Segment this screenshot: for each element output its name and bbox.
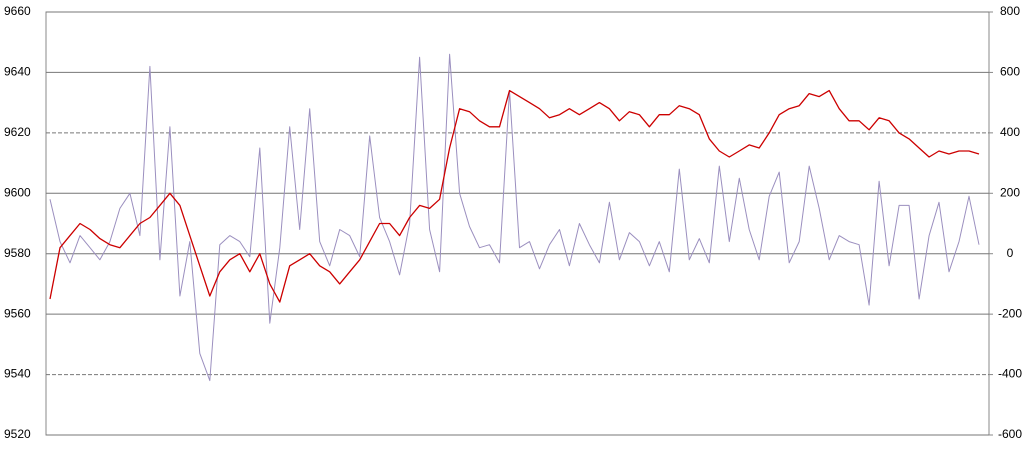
y2-tick-label: -400 [998,367,1022,381]
y2-tick-label: 600 [1000,65,1020,79]
y2-tick-label: -600 [998,427,1022,441]
y-tick-label: 9560 [4,306,31,320]
y2-tick-label: -200 [998,306,1022,320]
y2-tick-label: 400 [1000,125,1020,139]
y-tick-label: 9520 [4,427,31,441]
y-tick-label: 9640 [4,65,31,79]
y-tick-label: 9660 [4,4,31,18]
y-tick-label: 9620 [4,125,31,139]
y2-tick-label: 0 [1007,246,1014,260]
y-tick-label: 9580 [4,246,31,260]
y2-tick-label: 800 [1000,4,1020,18]
y-tick-label: 9540 [4,367,31,381]
y-tick-label: 9600 [4,185,31,199]
series-line [49,89,980,303]
y2-tick-label: 200 [1000,185,1020,199]
series-line [49,53,980,382]
